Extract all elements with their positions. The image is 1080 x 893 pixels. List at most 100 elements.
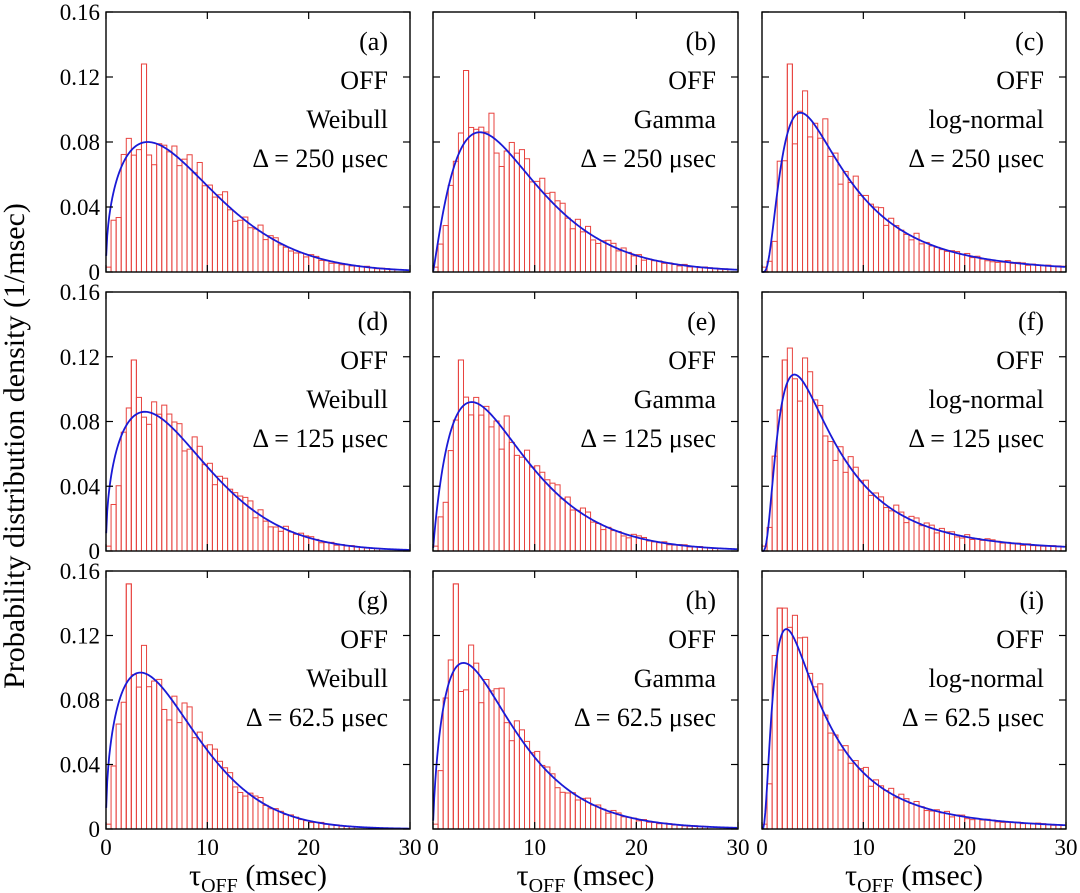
histogram-bar bbox=[524, 449, 531, 552]
histogram-bar bbox=[933, 246, 940, 273]
histogram-bar bbox=[232, 492, 239, 552]
histogram-bar bbox=[176, 165, 183, 273]
histogram-bar bbox=[227, 772, 234, 830]
histogram-bar bbox=[201, 185, 208, 273]
histogram-bar bbox=[544, 192, 551, 273]
panel-fit-name: log-normal bbox=[928, 664, 1044, 693]
y-tick-label: 0 bbox=[89, 260, 101, 285]
x-tick-label: 30 bbox=[727, 835, 750, 860]
x-tick-label: 10 bbox=[852, 835, 875, 860]
histogram-bar bbox=[595, 242, 602, 273]
histogram-bar bbox=[473, 396, 480, 552]
panel-delta: Δ = 250 μsec bbox=[580, 144, 716, 173]
histogram-bar bbox=[928, 810, 935, 830]
panel-delta: Δ = 62.5 μsec bbox=[902, 703, 1044, 732]
histogram-bar bbox=[994, 261, 1001, 273]
histogram-bar bbox=[918, 525, 925, 552]
histogram-bar bbox=[262, 804, 269, 830]
histogram-bar bbox=[837, 446, 844, 552]
histogram-bar bbox=[918, 243, 925, 273]
histogram-bar bbox=[493, 688, 500, 830]
histogram-bar bbox=[156, 413, 163, 552]
histogram-bar bbox=[605, 526, 612, 552]
panel-b: (b) OFF Gamma Δ = 250 μsec bbox=[432, 11, 739, 273]
histogram-bar bbox=[791, 614, 798, 830]
histogram-bar bbox=[227, 209, 234, 273]
histogram-bar bbox=[862, 479, 869, 552]
histogram-bar bbox=[984, 260, 991, 273]
histogram-bar bbox=[473, 128, 480, 273]
histogram-bar bbox=[437, 770, 444, 830]
histogram-bar bbox=[463, 689, 470, 830]
histogram-bar bbox=[242, 216, 249, 273]
y-tick-label: 0.08 bbox=[60, 130, 100, 155]
histogram-bar bbox=[847, 762, 854, 830]
panel-label: (d) bbox=[358, 307, 388, 336]
histogram-bar bbox=[812, 122, 819, 273]
histogram-bar bbox=[216, 760, 224, 830]
histogram-bar bbox=[827, 732, 834, 830]
histogram-bar bbox=[140, 416, 148, 552]
histogram-bar bbox=[338, 264, 345, 273]
histogram-bar bbox=[883, 790, 890, 830]
histogram-bar bbox=[483, 405, 490, 552]
histogram-bar bbox=[999, 261, 1006, 273]
histogram-bar bbox=[161, 708, 168, 830]
fit-curve-weibull bbox=[105, 671, 410, 830]
panel-fit-name: log-normal bbox=[928, 385, 1044, 414]
histogram-bar bbox=[298, 819, 305, 830]
histogram-bar bbox=[999, 821, 1006, 830]
histogram-bar bbox=[105, 545, 112, 552]
histogram-bar bbox=[1009, 822, 1016, 830]
panel-state: OFF bbox=[340, 346, 388, 375]
histogram-bar bbox=[216, 194, 224, 273]
fit-curve-lognormal bbox=[762, 373, 1066, 552]
y-tick-label: 0 bbox=[89, 539, 101, 564]
histogram-bar bbox=[671, 263, 678, 273]
fit-curve-gamma bbox=[432, 662, 738, 829]
panel-label: (h) bbox=[686, 586, 716, 615]
histogram-bar bbox=[488, 690, 495, 830]
histogram-bar bbox=[1030, 545, 1037, 552]
histogram-bar bbox=[786, 63, 793, 273]
histogram-bar bbox=[328, 262, 335, 273]
histogram-bar bbox=[569, 509, 576, 552]
histogram-bar bbox=[452, 160, 459, 273]
histogram-bar bbox=[303, 256, 310, 273]
histogram-bar bbox=[928, 245, 935, 273]
histogram-bar bbox=[903, 233, 910, 273]
histogram-bar bbox=[574, 799, 581, 830]
y-tick-label: 0.04 bbox=[60, 195, 101, 220]
histogram-bar bbox=[605, 812, 612, 830]
histogram-bar bbox=[513, 454, 520, 552]
histogram-bar bbox=[140, 63, 148, 273]
histogram-bar bbox=[1040, 545, 1047, 552]
histogram-bar bbox=[791, 378, 798, 552]
histogram-bar bbox=[554, 200, 561, 273]
histogram-bar bbox=[943, 250, 950, 273]
histogram-bar bbox=[130, 359, 137, 552]
histogram-bar bbox=[181, 158, 188, 273]
histogram-bar-peak bbox=[125, 583, 132, 830]
x-axis-title: τOFF (msec) bbox=[189, 859, 327, 893]
x-tick-label: 30 bbox=[1055, 835, 1078, 860]
histogram-bar bbox=[802, 90, 809, 273]
histogram-bar bbox=[272, 526, 279, 552]
histogram-bar bbox=[222, 477, 229, 552]
histogram-bar bbox=[298, 252, 305, 273]
histogram-bar bbox=[156, 678, 163, 830]
histogram-bar bbox=[211, 484, 218, 552]
x-tick-label: 0 bbox=[427, 835, 439, 860]
histogram-bar bbox=[166, 151, 173, 273]
histogram-bar bbox=[196, 731, 203, 830]
histogram-bar bbox=[1004, 821, 1011, 830]
histogram-bar bbox=[954, 814, 961, 830]
histogram-bar bbox=[227, 488, 234, 552]
histogram-bar bbox=[146, 686, 153, 830]
histogram-bar bbox=[473, 662, 480, 830]
histogram-bar bbox=[796, 400, 804, 552]
panel-delta: Δ = 125 μsec bbox=[252, 424, 388, 453]
histogram-bar bbox=[518, 456, 525, 552]
histogram-bar bbox=[620, 535, 627, 552]
